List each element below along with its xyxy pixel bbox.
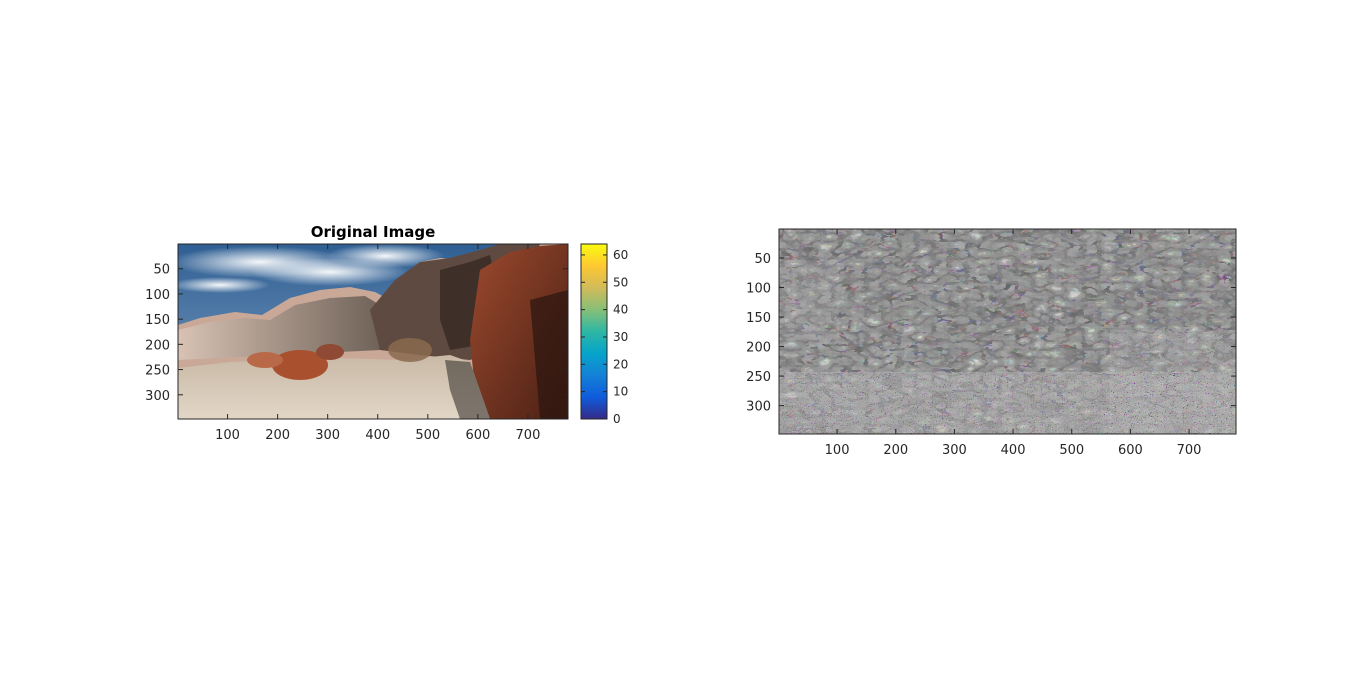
x-tick-label: 600: [465, 428, 490, 443]
axes-box: [177, 243, 569, 420]
filtered-image: [779, 229, 1236, 434]
x-tick-label: 400: [365, 428, 390, 443]
x-axis: 100 200 300 400 500 600 700: [825, 229, 1202, 458]
colorbar-box: [580, 243, 608, 420]
colorbar-fill: [581, 244, 607, 419]
colorbar-tick-label: 60: [613, 248, 628, 262]
x-tick-label: 400: [1001, 443, 1026, 458]
colorbar-ticks: 0 10 20 30 40 50 60: [581, 248, 628, 426]
y-tick-label: 100: [746, 281, 771, 296]
x-tick-label: 300: [942, 443, 967, 458]
x-tick-label: 200: [265, 428, 290, 443]
y-tick-label: 50: [153, 263, 170, 278]
y-tick-label: 250: [145, 364, 170, 379]
x-tick-label: 700: [516, 428, 541, 443]
x-tick-label: 500: [1059, 443, 1084, 458]
y-axis: 50 100 150 200 250 300: [145, 263, 568, 404]
colorbar-tick-label: 30: [613, 330, 628, 344]
y-tick-label: 150: [746, 311, 771, 326]
colorbar-tick-label: 50: [613, 275, 628, 289]
x-tick-label: 700: [1177, 443, 1202, 458]
y-tick-label: 200: [746, 341, 771, 356]
colorbar: 0 10 20 30 40 50 60: [580, 243, 628, 426]
y-tick-label: 300: [145, 389, 170, 404]
colorbar-tick-label: 20: [613, 357, 628, 371]
original-image: [178, 244, 568, 419]
x-tick-label: 100: [825, 443, 850, 458]
x-tick-label: 600: [1118, 443, 1143, 458]
y-tick-label: 150: [145, 313, 170, 328]
filtered-image-axes: 100 200 300 400 500 600 700 50 100 150 200 250 300: [746, 228, 1237, 458]
axes-box: [778, 228, 1237, 435]
x-tick-label: 500: [415, 428, 440, 443]
y-tick-label: 100: [145, 288, 170, 303]
x-tick-label: 300: [315, 428, 340, 443]
colorbar-tick-label: 0: [613, 412, 621, 426]
chart-title: Original Image: [311, 223, 436, 241]
y-tick-label: 300: [746, 400, 771, 415]
colorbar-tick-label: 10: [613, 385, 628, 399]
y-axis: 50 100 150 200 250 300: [746, 252, 1236, 415]
x-axis: 100 200 300 400 500 600 700: [215, 244, 540, 443]
y-tick-label: 200: [145, 338, 170, 353]
y-tick-label: 50: [754, 252, 771, 267]
colorbar-tick-label: 40: [613, 303, 628, 317]
original-image-axes: Original Image: [145, 223, 569, 443]
x-tick-label: 200: [883, 443, 908, 458]
y-tick-label: 250: [746, 370, 771, 385]
x-tick-label: 100: [215, 428, 240, 443]
